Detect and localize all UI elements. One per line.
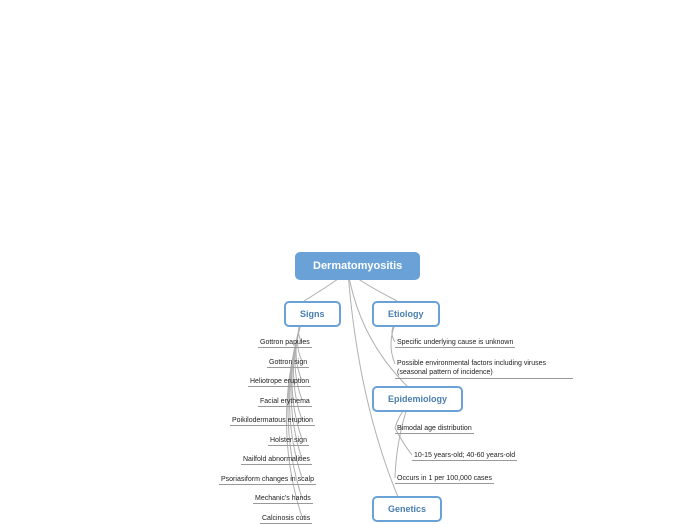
leaf-node[interactable]: Facial erythema — [258, 397, 312, 407]
leaf-node[interactable]: Gottron papules — [258, 338, 312, 348]
leaf-node[interactable]: Nailfold abnormalities — [241, 455, 312, 465]
leaf-node[interactable]: Occurs in 1 per 100,000 cases — [395, 474, 494, 484]
branch-epidemiology[interactable]: Epidemiology — [372, 386, 463, 412]
leaf-node[interactable]: Bimodal age distribution — [395, 424, 474, 434]
leaf-node[interactable]: Specific underlying cause is unknown — [395, 338, 515, 348]
leaf-node[interactable]: Poikilodermatous eruption — [230, 416, 315, 426]
leaf-node[interactable]: Mechanic's hands — [253, 494, 313, 504]
branch-etiology[interactable]: Etiology — [372, 301, 440, 327]
leaf-node[interactable]: Heliotrope eruption — [248, 377, 311, 387]
leaf-node[interactable]: Psoriasiform changes in scalp — [219, 475, 316, 485]
branch-genetics[interactable]: Genetics — [372, 496, 442, 522]
leaf-node[interactable]: Holster sign — [268, 436, 309, 446]
leaf-node[interactable]: Possible environmental factors including… — [395, 358, 573, 379]
leaf-node[interactable]: Calcinosis cutis — [260, 514, 312, 524]
branch-signs[interactable]: Signs — [284, 301, 341, 327]
root-node[interactable]: Dermatomyositis — [295, 252, 420, 280]
leaf-node[interactable]: Gottron sign — [267, 358, 309, 368]
leaf-node[interactable]: 10-15 years-old; 40-60 years-old — [412, 451, 517, 461]
